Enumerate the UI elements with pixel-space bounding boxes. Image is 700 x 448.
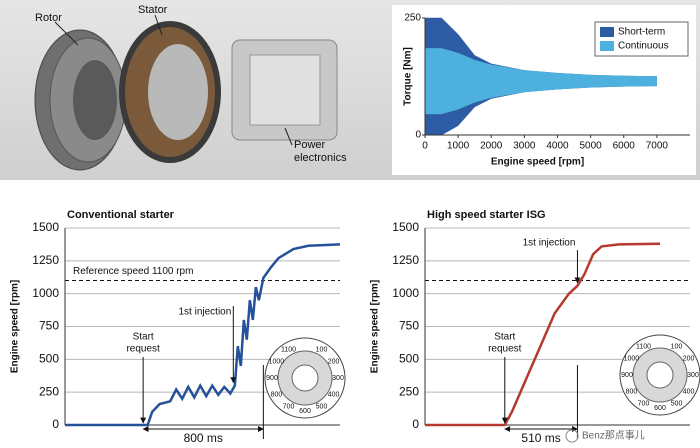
stator-label: Stator (138, 4, 168, 16)
dial-label: 1000 (269, 358, 285, 365)
y-tick-label: 1500 (32, 220, 59, 234)
dial-label: 300 (332, 375, 344, 382)
dial-label: 1100 (636, 343, 651, 350)
start-label: Start (133, 332, 154, 343)
dial-label: 200 (328, 358, 340, 365)
y-axis-label: Engine speed [rpm] (370, 280, 381, 373)
range-lower-edge (425, 85, 657, 115)
dial-label: 1100 (281, 346, 296, 353)
dial-label: 600 (299, 408, 311, 415)
dial-label: 900 (266, 375, 278, 382)
reference-label: Reference speed 1100 rpm (73, 266, 193, 277)
legend-label: Short-term (618, 27, 665, 38)
x-tick-label: 4000 (546, 141, 569, 152)
x-tick-label: 3000 (513, 141, 536, 152)
duration-label: 510 ms (521, 431, 560, 445)
start-label: request (488, 344, 522, 355)
x-axis-label: Engine speed [rpm] (491, 157, 584, 168)
dial-label: 1000 (624, 355, 640, 362)
chart-title: High speed starter ISG (427, 209, 546, 221)
dial-label: 700 (283, 403, 295, 410)
x-tick-label: 7000 (646, 141, 669, 152)
x-tick-label: 2000 (480, 141, 503, 152)
y-tick-label: 500 (39, 352, 59, 366)
dial-label: 800 (626, 388, 638, 395)
dial-label: 600 (654, 405, 666, 412)
range-upper-edge (425, 48, 657, 77)
y-tick-label: 1250 (32, 253, 59, 267)
legend-swatch (600, 41, 614, 51)
dial-hub (646, 361, 674, 389)
y-axis-label: Engine speed [rpm] (10, 280, 21, 373)
y-tick-label: 1000 (392, 286, 419, 300)
y-axis-label: Torque [Nm] (403, 47, 414, 106)
dial-label: 100 (671, 343, 683, 350)
y-tick-label: 250 (404, 13, 421, 24)
chart-title: Conventional starter (67, 209, 175, 221)
y-tick-label: 1500 (392, 220, 419, 234)
dial-label: 400 (328, 391, 340, 398)
dial-label: 700 (638, 400, 650, 407)
dial-hub (291, 364, 319, 392)
y-tick-label: 250 (39, 384, 59, 398)
x-tick-label: 1000 (447, 141, 470, 152)
watermark-icon (565, 429, 579, 443)
duration-label: 800 ms (184, 431, 223, 445)
start-label: request (126, 344, 160, 355)
dial-label: 900 (621, 372, 633, 379)
dial-label: 800 (271, 391, 283, 398)
y-tick-label: 1000 (32, 286, 59, 300)
legend-label: Continuous (618, 41, 669, 52)
x-tick-label: 0 (422, 141, 428, 152)
y-tick-label: 250 (399, 384, 419, 398)
start-label: Start (494, 332, 515, 343)
y-tick-label: 500 (399, 352, 419, 366)
dial-label: 100 (316, 346, 328, 353)
power-electronics-label: electronics (294, 152, 347, 164)
legend-swatch (600, 27, 614, 37)
y-tick-label: 750 (399, 319, 419, 333)
speed-line (425, 242, 661, 427)
y-tick-label: 750 (39, 319, 59, 333)
dial-label: 500 (671, 400, 683, 407)
y-tick-label: 1250 (392, 253, 419, 267)
rotor-label: Rotor (35, 12, 62, 24)
dial-label: 400 (683, 388, 695, 395)
dial-label: 200 (683, 355, 695, 362)
x-tick-label: 5000 (580, 141, 603, 152)
dial-label: 300 (687, 372, 699, 379)
dial-label: 500 (316, 403, 328, 410)
y-tick-label: 0 (415, 130, 421, 141)
motor-photo (34, 14, 338, 171)
injection-label: 1st injection (178, 307, 231, 318)
range-area (425, 48, 657, 114)
x-tick-label: 6000 (613, 141, 636, 152)
injection-label: 1st injection (523, 238, 576, 249)
y-tick-label: 0 (412, 417, 419, 431)
watermark: Benz那点事儿 (582, 429, 645, 442)
power-electronics-label: Power (294, 139, 326, 151)
speed-line (65, 243, 341, 427)
y-tick-label: 0 (52, 417, 59, 431)
